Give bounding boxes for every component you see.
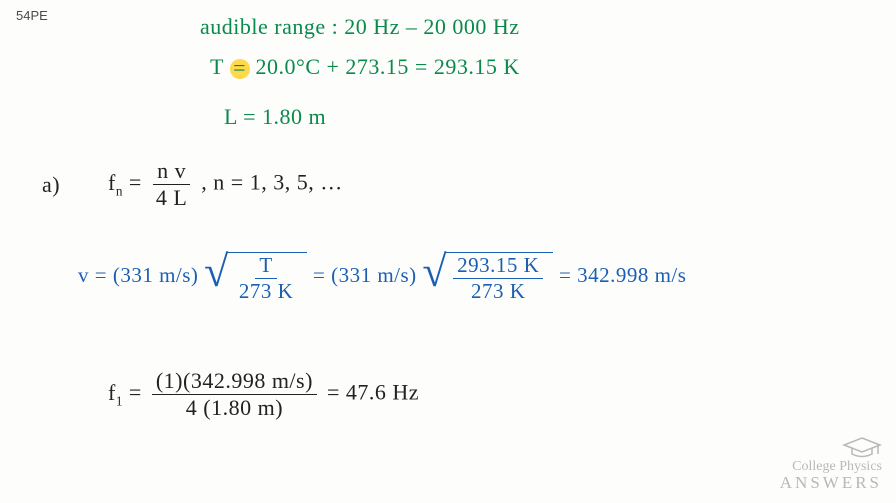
f1-var: f1 — [108, 380, 123, 405]
v-result: = 342.998 m/s — [559, 263, 686, 287]
highlight-dot: = — [230, 59, 250, 79]
fn-fraction: n v4 L — [152, 160, 191, 209]
grad-cap-icon — [842, 436, 882, 458]
part-a-marker: a) — [42, 172, 60, 198]
fn-n-values: , n = 1, 3, 5, … — [195, 170, 342, 195]
sqrt-T-over-273: √ T273 K — [204, 252, 307, 302]
temp-rhs: 20.0°C + 273.15 = 293.15 K — [250, 54, 520, 79]
given-length: L = 1.80 m — [224, 104, 326, 130]
f1-formula: f1 = (1)(342.998 m/s)4 (1.80 m) = 47.6 H… — [108, 370, 419, 419]
v-lhs: v = (331 m/s) — [78, 263, 204, 287]
fn-var: fn — [108, 170, 123, 195]
given-audible-range: audible range : 20 Hz – 20 000 Hz — [200, 14, 520, 40]
watermark-line1: College Physics — [780, 460, 882, 474]
f1-result: = 47.6 Hz — [321, 380, 419, 405]
watermark: College Physics ANSWERS — [780, 436, 882, 493]
fn-formula: fn = n v4 L , n = 1, 3, 5, … — [108, 160, 343, 209]
given-temperature: T = 20.0°C + 273.15 = 293.15 K — [210, 54, 520, 80]
temp-var: T — [210, 54, 230, 79]
problem-label: 54PE — [16, 8, 48, 23]
watermark-line2: ANSWERS — [780, 474, 882, 493]
v-mid: = (331 m/s) — [313, 263, 422, 287]
speed-of-sound: v = (331 m/s) √ T273 K = (331 m/s) √ 293… — [78, 252, 686, 302]
sqrt-293-over-273: √ 293.15 K273 K — [422, 252, 553, 302]
f1-fraction: (1)(342.998 m/s)4 (1.80 m) — [152, 370, 317, 419]
